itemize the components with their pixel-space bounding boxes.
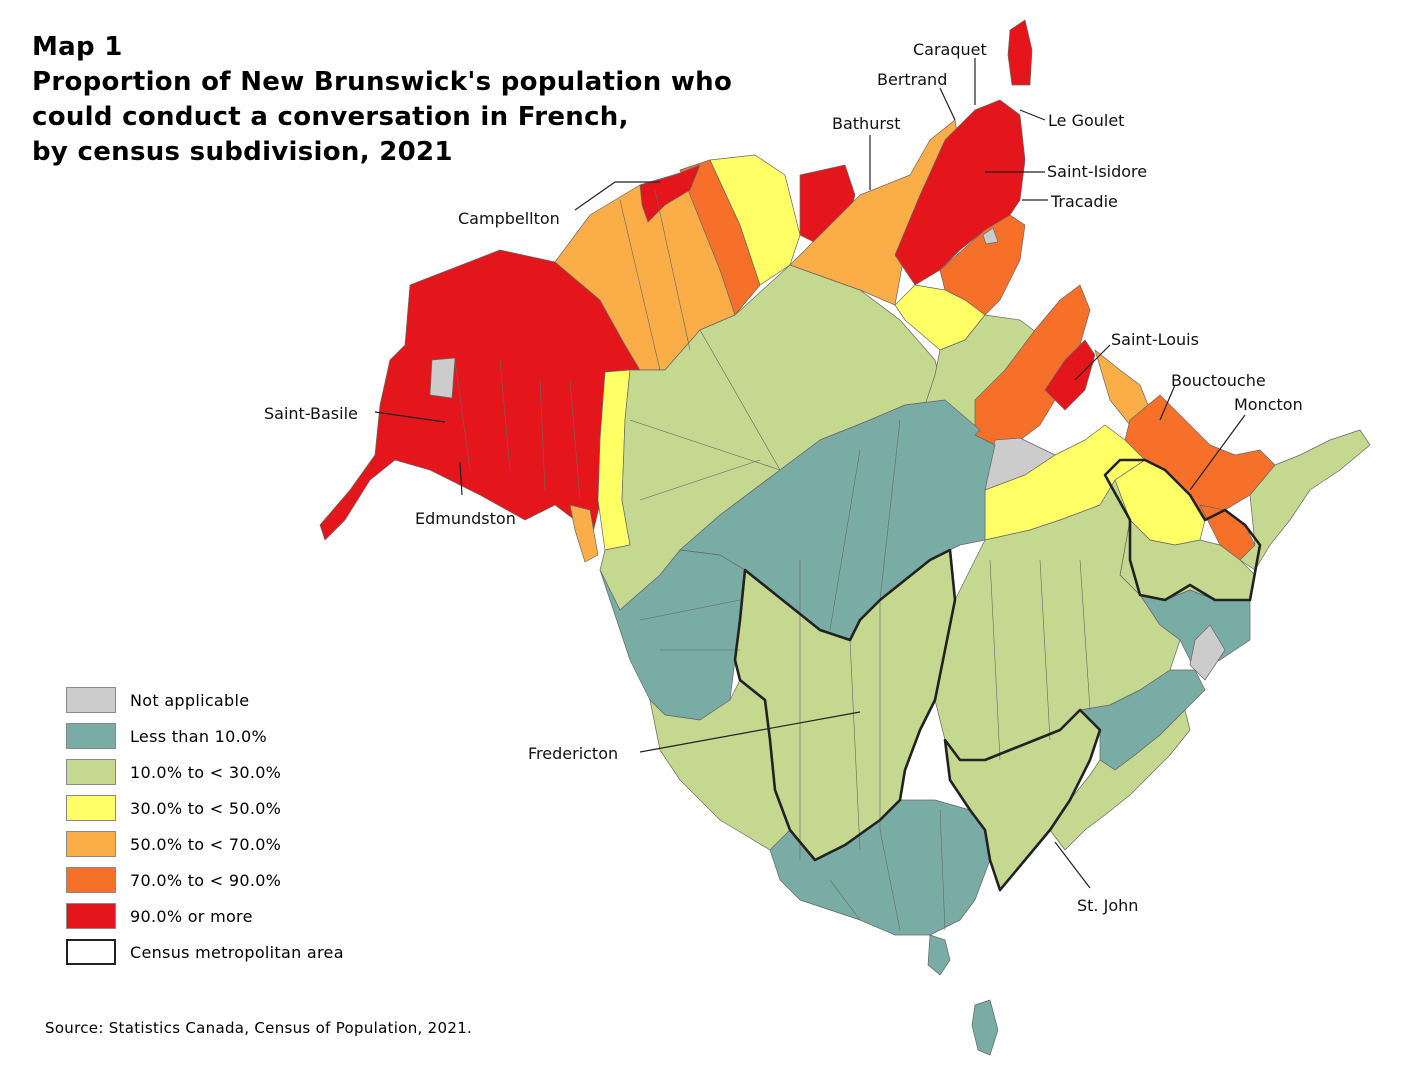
label-st-john: St. John xyxy=(1077,896,1138,915)
legend-swatch xyxy=(66,759,116,785)
legend-label: Less than 10.0% xyxy=(130,726,268,746)
label-saint-isidore: Saint-Isidore xyxy=(1047,162,1147,181)
label-le-goulet: Le Goulet xyxy=(1048,111,1124,130)
legend-swatch xyxy=(66,831,116,857)
label-edmundston: Edmundston xyxy=(415,509,516,528)
subdivision-boundaries xyxy=(454,189,1091,931)
label-campbellton: Campbellton xyxy=(458,209,560,228)
map-title: Map 1 Proportion of New Brunswick's popu… xyxy=(32,30,732,170)
region-southeast-green xyxy=(1239,429,1371,571)
legend-item-cma: Census metropolitan area xyxy=(66,934,344,970)
legend-label: 10.0% to < 30.0% xyxy=(130,762,282,782)
title-line-3: could conduct a conversation in French, xyxy=(32,102,629,132)
legend-label: 70.0% to < 90.0% xyxy=(130,870,282,890)
title-line-4: by census subdivision, 2021 xyxy=(32,137,453,167)
region-madawaska xyxy=(319,249,641,546)
legend-label: 90.0% or more xyxy=(130,906,253,926)
label-caraquet: Caraquet xyxy=(913,40,987,59)
region-not-applicable-nw xyxy=(429,357,456,399)
legend-swatch xyxy=(66,795,116,821)
legend-swatch xyxy=(66,687,116,713)
legend-item-70-90: 70.0% to < 90.0% xyxy=(66,862,344,898)
legend-swatch xyxy=(66,903,116,929)
legend-label: Not applicable xyxy=(130,690,250,710)
leader-lines xyxy=(374,58,1246,889)
map-number: Map 1 xyxy=(32,32,123,62)
cma-saint-john-border xyxy=(943,708,1102,892)
label-bertrand: Bertrand xyxy=(877,70,947,89)
region-miscou-red xyxy=(1007,19,1033,86)
legend-item-10-30: 10.0% to < 30.0% xyxy=(66,754,344,790)
legend-item-90-plus: 90.0% or more xyxy=(66,898,344,934)
title-line-2: Proportion of New Brunswick's population… xyxy=(32,67,733,97)
legend-item-50-70: 50.0% to < 70.0% xyxy=(66,826,344,862)
cma-moncton-border xyxy=(1103,458,1262,602)
region-not-applicable-se xyxy=(1189,624,1226,681)
legend-label: 30.0% to < 50.0% xyxy=(130,798,282,818)
region-campbellton-red xyxy=(639,164,701,223)
region-grand-manan-teal xyxy=(971,999,999,1056)
legend-label: Census metropolitan area xyxy=(130,942,344,962)
label-bathurst: Bathurst xyxy=(832,114,901,133)
legend-swatch xyxy=(66,723,116,749)
region-restigouche-yellow xyxy=(709,154,801,286)
region-nw-orange-spot xyxy=(569,504,599,563)
legend-item-not-applicable: Not applicable xyxy=(66,682,344,718)
legend-swatch-cma xyxy=(66,939,116,965)
legend-item-lt10: Less than 10.0% xyxy=(66,718,344,754)
label-bouctouche: Bouctouche xyxy=(1171,371,1266,390)
label-saint-basile: Saint-Basile xyxy=(264,404,358,423)
cma-fredericton-border xyxy=(733,548,957,862)
region-saint-louis-red xyxy=(1044,339,1096,411)
label-tracadie: Tracadie xyxy=(1050,192,1118,211)
label-saint-louis: Saint-Louis xyxy=(1111,330,1199,349)
label-fredericton: Fredericton xyxy=(528,744,618,763)
map-legend: Not applicable Less than 10.0% 10.0% to … xyxy=(66,682,344,970)
legend-item-30-50: 30.0% to < 50.0% xyxy=(66,790,344,826)
label-moncton: Moncton xyxy=(1234,395,1303,414)
region-not-applicable-ne xyxy=(982,227,999,245)
legend-swatch xyxy=(66,867,116,893)
legend-label: 50.0% to < 70.0% xyxy=(130,834,282,854)
source-note: Source: Statistics Canada, Census of Pop… xyxy=(45,1019,473,1037)
region-deer-island-teal xyxy=(927,934,951,976)
